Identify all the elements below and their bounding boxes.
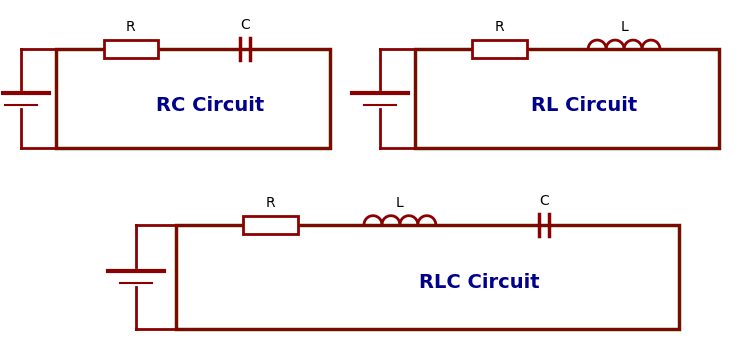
Bar — [104, 40, 158, 58]
Text: R: R — [495, 20, 504, 34]
Text: RL Circuit: RL Circuit — [531, 96, 638, 115]
Text: R: R — [126, 20, 136, 34]
Bar — [415, 49, 718, 148]
Text: C: C — [241, 18, 250, 32]
Text: L: L — [396, 196, 404, 210]
Bar — [176, 225, 679, 329]
Bar — [472, 40, 527, 58]
Text: RLC Circuit: RLC Circuit — [419, 273, 540, 292]
Bar — [243, 216, 298, 234]
Text: RC Circuit: RC Circuit — [157, 96, 265, 115]
Text: R: R — [266, 196, 275, 210]
Text: C: C — [539, 194, 549, 208]
Bar — [56, 49, 330, 148]
Text: L: L — [620, 20, 628, 34]
